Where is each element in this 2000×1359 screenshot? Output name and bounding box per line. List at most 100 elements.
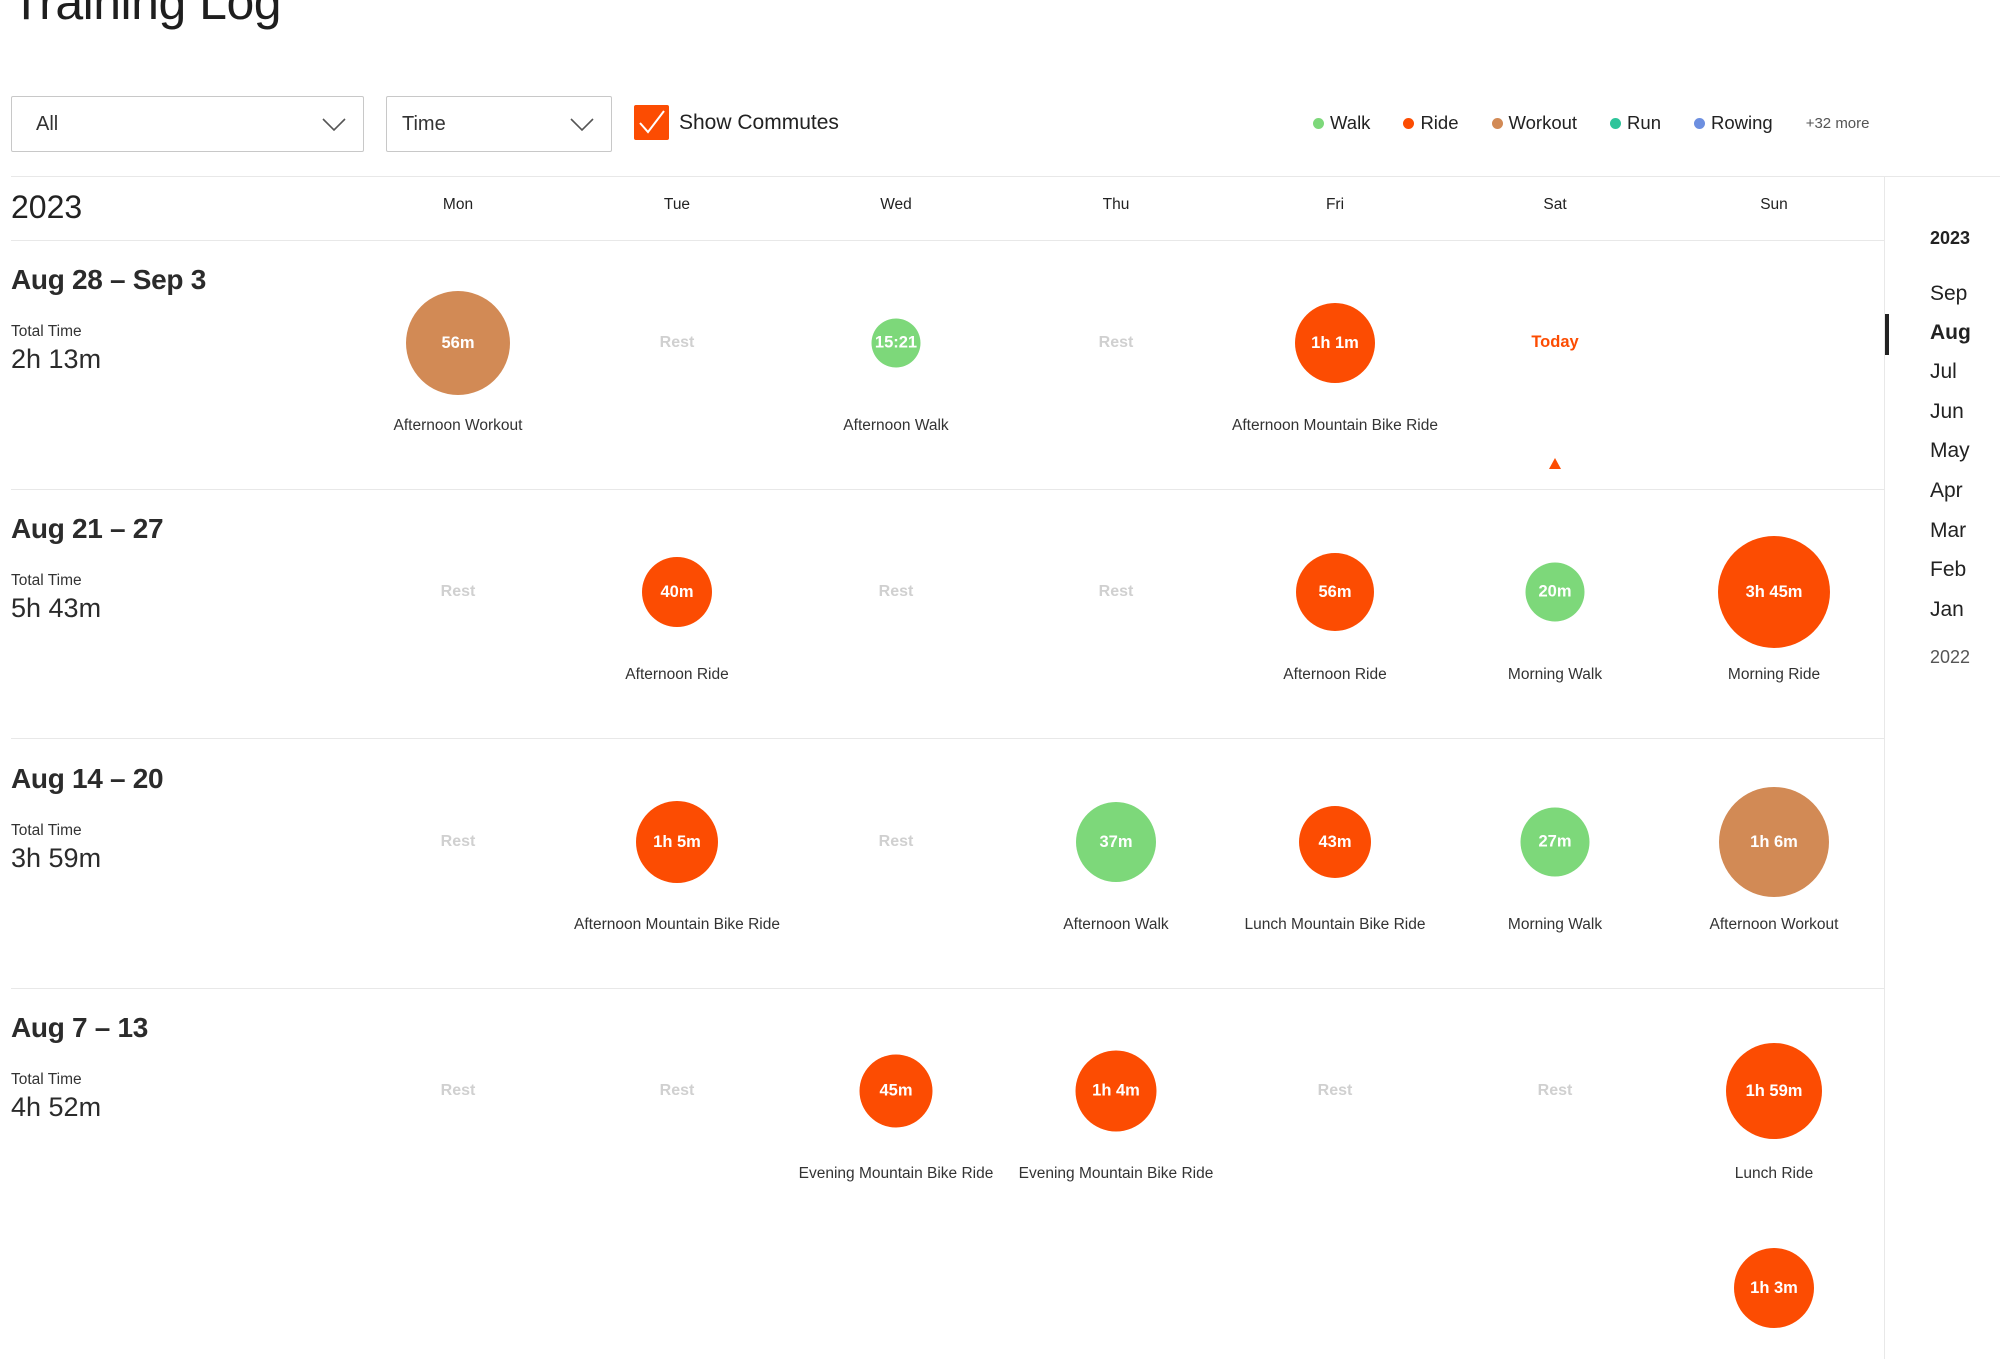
week-range[interactable]: Aug 7 – 13 (11, 1012, 149, 1043)
legend-dot (1313, 117, 1324, 129)
week-row: Aug 28 – Sep 3 Total Time 2h 13m 56m Afterno… (0, 240, 1884, 489)
day-header-mon: Mon (442, 196, 474, 213)
activity-name[interactable]: Morning Walk (1507, 666, 1603, 683)
activity-name[interactable]: Afternoon Workout (393, 417, 523, 434)
sport-type-select[interactable]: All (11, 96, 364, 152)
activity-name[interactable]: Lunch Mountain Bike Ride (1244, 916, 1426, 933)
rest-label: Rest (440, 833, 476, 850)
activity-name[interactable]: Evening Mountain Bike Ride (1018, 1165, 1214, 1182)
activity-bubble[interactable]: 1h 4m (1075, 1050, 1157, 1132)
activity-name[interactable]: Afternoon Ride (625, 666, 729, 683)
total-time-label: Total Time (11, 572, 82, 589)
legend-dot (1610, 117, 1622, 129)
divider (11, 738, 1884, 739)
activity-name[interactable]: Morning Walk (1507, 916, 1603, 933)
activity-name[interactable]: Afternoon Workout (1709, 916, 1839, 933)
week-range[interactable]: Aug 14 – 20 (11, 763, 164, 794)
nav-month-mar[interactable]: Mar (1930, 519, 1967, 542)
page-title: Training Log (11, 0, 282, 30)
activity-name[interactable]: Afternoon Walk (843, 417, 949, 434)
day-cell: 56m Afternoon Ride (1225, 489, 1445, 738)
activity-bubble[interactable]: 1h 1m (1295, 303, 1375, 383)
day-cell: 1h 6m Afternoon Workout (1664, 739, 1884, 988)
rest-label: Rest (1537, 1082, 1573, 1099)
chevron-down-icon (570, 118, 594, 132)
activity-name[interactable]: Afternoon Ride (1283, 666, 1387, 683)
activity-name[interactable]: Lunch Ride (1734, 1165, 1814, 1182)
nav-month-sep[interactable]: Sep (1930, 282, 1968, 305)
legend-item-ride: Ride (1403, 112, 1459, 134)
activity-name[interactable]: Afternoon Mountain Bike Ride (1232, 417, 1438, 434)
activity-bubble[interactable]: 56m (1296, 553, 1374, 631)
sport-type-value: All (36, 112, 59, 135)
rest-label: Rest (1098, 334, 1134, 351)
activity-bubble[interactable]: 3h 45m (1718, 536, 1830, 648)
rest-label: Rest (1317, 1082, 1353, 1099)
activity-bubble[interactable]: 1h 6m (1719, 787, 1829, 897)
rest-label: Rest (659, 334, 695, 351)
divider (11, 176, 2000, 177)
rest-label: Rest (878, 833, 914, 850)
day-cell: 1h 59m Lunch Ride (1664, 988, 1884, 1237)
day-cell: Rest (1445, 988, 1665, 1237)
activity-bubble[interactable]: 45m (859, 1054, 933, 1128)
nav-month-jan[interactable]: Jan (1930, 598, 1964, 621)
day-cell: 56m Afternoon Workout (348, 240, 568, 489)
activity-bubble[interactable]: 1h 3m (1734, 1248, 1814, 1328)
day-cell: 43m Lunch Mountain Bike Ride (1225, 739, 1445, 988)
chevron-down-icon (322, 118, 346, 132)
day-cell: Rest (1006, 240, 1226, 489)
nav-month-jul[interactable]: Jul (1930, 360, 1957, 383)
legend-dot (1491, 117, 1503, 129)
show-commutes-checkbox[interactable] (634, 105, 669, 140)
day-cell: Rest (567, 240, 787, 489)
activity-name[interactable]: Afternoon Walk (1063, 916, 1169, 933)
nav-month-feb[interactable]: Feb (1930, 558, 1967, 581)
today-marker-icon (1549, 458, 1561, 469)
nav-year-current[interactable]: 2023 (1930, 228, 1971, 248)
total-time-value: 3h 59m (11, 843, 102, 873)
activity-bubble[interactable]: 40m (642, 557, 712, 627)
activity-bubble[interactable]: 43m (1299, 806, 1371, 878)
day-cell: Rest (786, 489, 1006, 738)
day-cell: Rest (348, 988, 568, 1237)
day-cell: 40m Afternoon Ride (567, 489, 787, 738)
week-row: Aug 7 – 13 Total Time 4h 52m Rest Rest 45m Eve… (0, 988, 1884, 1237)
nav-year-previous[interactable]: 2022 (1930, 647, 1971, 667)
activity-bubble[interactable]: 37m (1076, 802, 1156, 882)
week-row: Aug 21 – 27 Total Time 5h 43m Rest 40m Aftern… (0, 489, 1884, 738)
day-cell: Rest (786, 739, 1006, 988)
day-cell: 3h 45m Morning Ride (1664, 489, 1884, 738)
metric-select[interactable]: Time (386, 96, 612, 152)
nav-month-aug[interactable]: Aug (1930, 321, 1971, 344)
nav-month-may[interactable]: May (1930, 439, 1970, 462)
day-cell: 45m Evening Mountain Bike Ride (786, 988, 1006, 1237)
active-month-indicator (1885, 314, 1889, 355)
activity-name[interactable]: Morning Ride (1727, 666, 1821, 683)
day-cell: Today (1445, 240, 1665, 489)
nav-month-apr[interactable]: Apr (1930, 479, 1963, 502)
activity-name[interactable]: Evening Mountain Bike Ride (798, 1165, 994, 1182)
day-cell: 27m Morning Walk (1445, 739, 1665, 988)
total-time-label: Total Time (11, 1071, 82, 1088)
total-time-label: Total Time (11, 323, 82, 340)
day-cell: 1h 1m Afternoon Mountain Bike Ride (1225, 240, 1445, 489)
day-cell: 20m Morning Walk (1445, 489, 1665, 738)
week-range[interactable]: Aug 21 – 27 (11, 513, 164, 544)
day-cell: Rest (348, 489, 568, 738)
activity-name[interactable]: Afternoon Mountain Bike Ride (574, 916, 780, 933)
nav-month-jun[interactable]: Jun (1930, 400, 1964, 423)
divider (11, 988, 1884, 989)
activity-bubble[interactable]: 1h 59m (1726, 1043, 1822, 1139)
legend-more-link[interactable]: +32 more (1805, 114, 1870, 132)
show-commutes-toggle[interactable]: Show Commutes (634, 105, 839, 140)
activity-bubble[interactable]: 56m (406, 291, 510, 395)
activity-bubble[interactable]: 27m (1520, 807, 1590, 877)
activity-bubble[interactable]: 1h 5m (636, 801, 718, 883)
show-commutes-label: Show Commutes (679, 110, 839, 134)
day-cell: Rest (567, 988, 787, 1237)
week-range[interactable]: Aug 28 – Sep 3 (11, 264, 206, 295)
checkmark-icon (639, 110, 665, 134)
activity-bubble[interactable]: 20m (1525, 562, 1585, 622)
activity-bubble[interactable]: 15:21 (871, 318, 921, 368)
